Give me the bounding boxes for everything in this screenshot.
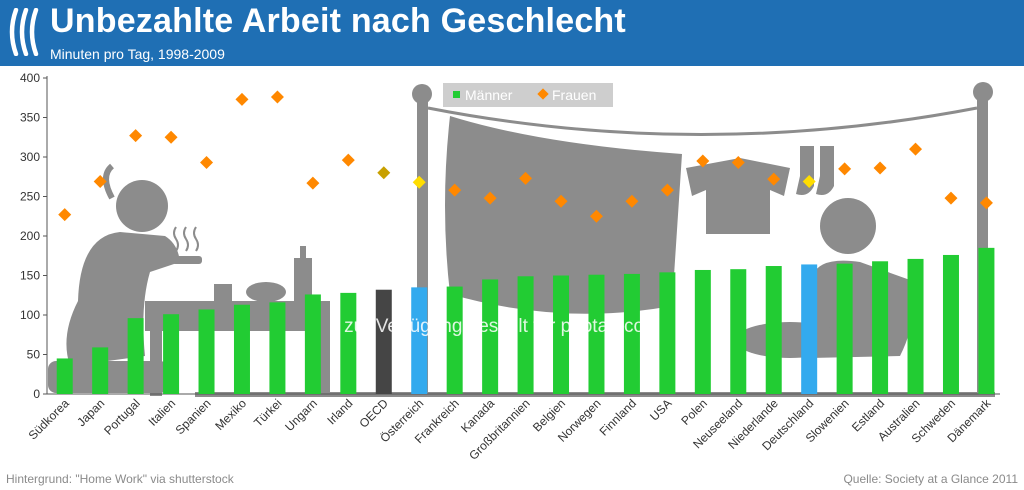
women-marker xyxy=(129,129,143,143)
men-bar xyxy=(517,276,534,394)
y-axis-ticks: 0 50 100 150 200 250 300 350 400 xyxy=(20,71,47,401)
women-marker xyxy=(519,171,533,185)
men-bar xyxy=(765,266,782,394)
women-marker xyxy=(448,183,462,197)
women-marker xyxy=(873,161,887,175)
women-marker xyxy=(93,174,107,188)
women-marker xyxy=(944,191,958,205)
x-tick-label: Portugal xyxy=(101,396,143,438)
men-bar xyxy=(623,273,640,394)
header-bar: Unbezahlte Arbeit nach Geschlecht Minute… xyxy=(0,0,1024,66)
women-marker xyxy=(909,142,923,156)
women-markers xyxy=(58,90,993,223)
women-marker xyxy=(767,172,781,186)
x-tick-label: Irland xyxy=(324,396,355,427)
men-bar xyxy=(659,272,676,394)
x-tick-label: Türkei xyxy=(251,396,284,429)
men-bar xyxy=(127,318,144,394)
women-marker xyxy=(412,175,426,189)
men-bar xyxy=(907,258,924,394)
men-bar xyxy=(304,294,321,394)
men-bar xyxy=(56,358,73,394)
x-tick-label: Spanien xyxy=(173,396,214,437)
y-tick-label: 150 xyxy=(20,269,40,283)
oecd-logo-icon xyxy=(9,8,39,56)
x-tick-label: Ungarn xyxy=(282,396,320,434)
women-marker xyxy=(660,183,674,197)
chart-subtitle: Minuten pro Tag, 1998-2009 xyxy=(50,46,225,62)
men-bar xyxy=(694,269,711,394)
men-bar xyxy=(836,263,853,394)
women-marker xyxy=(696,154,710,168)
y-tick-label: 200 xyxy=(20,229,40,243)
women-marker xyxy=(838,162,852,176)
y-tick-label: 350 xyxy=(20,111,40,125)
y-tick-label: 400 xyxy=(20,71,40,85)
y-tick-label: 50 xyxy=(27,348,41,362)
men-bar xyxy=(233,304,250,394)
men-bar xyxy=(553,275,570,394)
women-marker xyxy=(802,174,816,188)
footer-background-credit: Hintergrund: "Home Work" via shutterstoc… xyxy=(6,472,234,486)
men-bar xyxy=(340,292,357,394)
women-marker xyxy=(483,191,497,205)
women-marker xyxy=(235,92,249,106)
men-bar xyxy=(942,254,959,394)
men-bar xyxy=(801,264,818,394)
legend-men-label: Männer xyxy=(465,87,513,103)
women-marker xyxy=(270,90,284,104)
y-tick-label: 0 xyxy=(33,387,40,401)
legend-men-swatch xyxy=(453,91,460,98)
men-bars xyxy=(56,247,995,394)
women-marker xyxy=(200,156,214,170)
y-tick-label: 250 xyxy=(20,190,40,204)
men-bar xyxy=(163,314,180,394)
y-tick-label: 300 xyxy=(20,150,40,164)
women-marker xyxy=(58,208,72,222)
x-tick-label: Südkorea xyxy=(26,396,72,442)
men-bar xyxy=(482,279,499,394)
chart-title: Unbezahlte Arbeit nach Geschlecht xyxy=(50,2,626,40)
legend-background xyxy=(443,83,613,107)
women-marker xyxy=(979,196,993,210)
men-bar xyxy=(730,269,747,394)
women-marker xyxy=(554,194,568,208)
x-tick-label: Mexiko xyxy=(212,396,249,433)
chart-legend: Männer Frauen xyxy=(443,83,613,107)
women-marker xyxy=(164,130,178,144)
men-bar xyxy=(978,247,995,394)
men-bar xyxy=(198,309,215,394)
men-bar xyxy=(872,261,889,394)
men-bar xyxy=(411,287,428,394)
men-bar xyxy=(446,286,463,394)
watermark-text: zur Verfügung gestellt für photaq.com xyxy=(344,316,660,337)
women-marker xyxy=(625,194,639,208)
x-tick-label: Japan xyxy=(74,396,107,429)
men-bar xyxy=(92,347,109,394)
men-bar xyxy=(375,289,392,394)
x-tick-label: Polen xyxy=(678,396,710,428)
x-tick-label: Italien xyxy=(146,396,179,429)
women-marker xyxy=(377,166,391,180)
y-tick-label: 100 xyxy=(20,308,40,322)
legend-women-label: Frauen xyxy=(552,87,596,103)
women-marker xyxy=(731,156,745,170)
women-marker xyxy=(589,209,603,223)
footer-source: Quelle: Society at a Glance 2011 xyxy=(843,472,1018,486)
men-bar xyxy=(269,302,286,394)
men-bar xyxy=(588,274,605,394)
x-tick-label: Finnland xyxy=(597,396,639,438)
women-marker xyxy=(306,176,320,190)
women-marker xyxy=(341,153,355,167)
x-tick-label: USA xyxy=(647,396,674,423)
